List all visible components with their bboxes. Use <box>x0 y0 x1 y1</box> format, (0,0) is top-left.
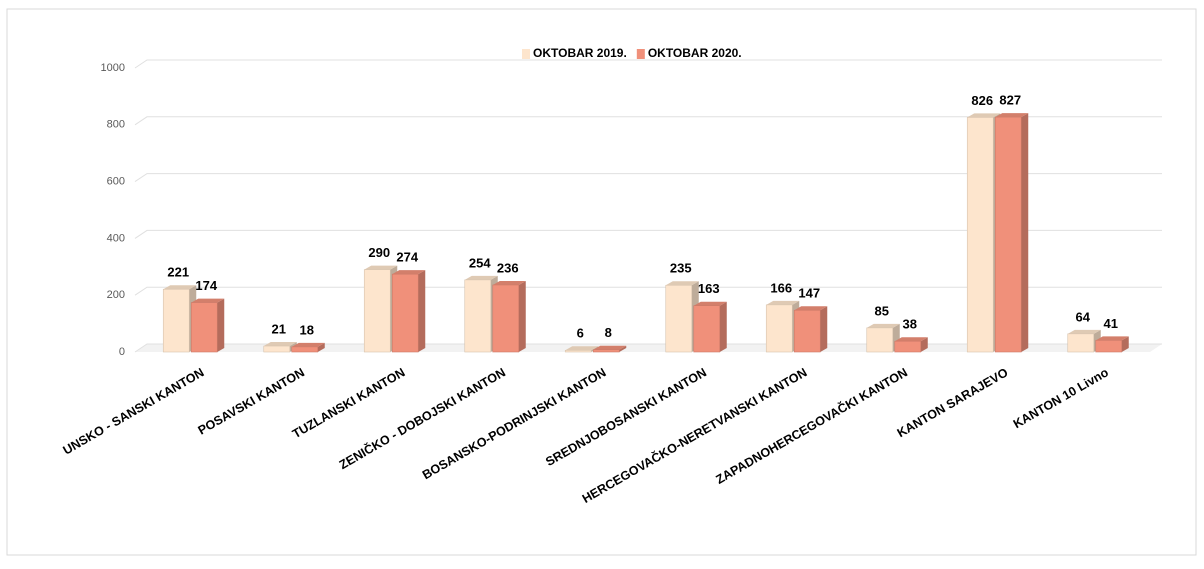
bar-front <box>894 340 922 353</box>
legend-label: OKTOBAR 2019. <box>533 46 627 60</box>
y-tick-label: 1000 <box>101 62 125 74</box>
y-tick-label: 0 <box>119 346 125 358</box>
bar-side <box>920 337 928 352</box>
bar-top <box>766 300 800 305</box>
bar-top <box>191 298 225 303</box>
bar <box>391 270 426 353</box>
bar-top <box>693 301 727 306</box>
bar-front <box>162 288 190 353</box>
bar-front <box>966 117 994 353</box>
bar-side <box>418 270 426 352</box>
bar <box>492 280 526 353</box>
grid-line <box>134 286 1162 296</box>
y-tick-label: 400 <box>107 232 125 244</box>
bar-top <box>291 342 325 347</box>
bar-front <box>464 279 492 353</box>
y-tick-label: 200 <box>107 289 125 301</box>
bar <box>894 337 928 353</box>
data-label: 85 <box>875 303 889 318</box>
data-label: 236 <box>497 260 519 275</box>
legend-swatch <box>522 49 530 59</box>
bar-side <box>820 306 828 352</box>
bar-top <box>263 342 297 347</box>
data-label: 18 <box>300 322 314 337</box>
bar-top <box>565 346 599 351</box>
bar-top <box>1095 336 1129 341</box>
bar-top <box>163 285 197 290</box>
bar-top <box>665 281 699 286</box>
legend-label: OKTOBAR 2020. <box>648 46 742 60</box>
bar-top <box>392 270 426 275</box>
bar-top <box>492 280 526 285</box>
bar-top <box>794 306 828 311</box>
data-label: 827 <box>999 93 1021 108</box>
grid-line <box>134 116 1162 126</box>
bar-side <box>518 280 526 352</box>
data-label: 163 <box>698 281 720 296</box>
bar-top <box>464 275 498 280</box>
bar-front <box>1095 340 1123 353</box>
legend-swatch <box>636 49 645 59</box>
bar-top <box>1067 329 1101 334</box>
data-label: 290 <box>368 245 390 260</box>
data-label: 38 <box>903 317 917 332</box>
bar-front <box>291 346 319 353</box>
bar-front <box>793 309 821 353</box>
data-label: 235 <box>670 261 692 276</box>
bar-front <box>263 345 291 353</box>
bar-front <box>391 273 419 353</box>
bar-side <box>619 345 627 352</box>
bar-front <box>492 284 520 353</box>
bar-front <box>564 349 592 353</box>
legend: OKTOBAR 2019. OKTOBAR 2020. <box>522 46 742 60</box>
data-label: 826 <box>971 93 993 108</box>
bar <box>190 298 225 353</box>
grid-line <box>134 229 1162 239</box>
y-tick-label: 800 <box>107 119 125 131</box>
grid-line <box>134 173 1162 183</box>
bar-top <box>967 113 1001 118</box>
y-tick-label: 600 <box>107 176 125 188</box>
bar-side <box>719 301 727 352</box>
bar-front <box>592 349 620 353</box>
bar <box>693 301 727 353</box>
bar-front <box>1067 333 1095 353</box>
data-label: 221 <box>167 265 189 280</box>
bar-front <box>994 116 1022 353</box>
bar <box>866 323 900 353</box>
bar-front <box>363 269 391 353</box>
bar-side <box>1021 113 1029 352</box>
bar <box>793 306 828 353</box>
data-label: 147 <box>798 286 820 301</box>
bar-top <box>995 113 1029 118</box>
bar-side <box>217 298 225 352</box>
bar-front <box>665 284 693 353</box>
bar-front <box>765 304 793 353</box>
bar-side <box>317 342 325 352</box>
bar-top <box>866 323 900 328</box>
bar-side <box>1121 336 1129 352</box>
bar-front <box>190 302 218 353</box>
bar-top <box>894 337 928 342</box>
data-label: 21 <box>272 321 286 336</box>
data-label: 6 <box>577 326 584 341</box>
grid-line <box>134 59 1162 69</box>
bar-front <box>866 327 894 353</box>
data-label: 174 <box>195 278 217 293</box>
bar <box>1095 336 1129 353</box>
data-label: 166 <box>770 280 792 295</box>
bar <box>592 345 627 353</box>
bar <box>994 113 1029 353</box>
bar-top <box>364 265 398 270</box>
data-label: 64 <box>1076 309 1091 324</box>
data-label: 254 <box>469 255 491 270</box>
bar <box>291 342 325 353</box>
data-label: 41 <box>1104 316 1118 331</box>
data-label: 8 <box>605 325 612 340</box>
data-label: 274 <box>396 250 418 265</box>
bar-front <box>693 305 721 353</box>
bar <box>1067 329 1101 353</box>
bar-top <box>593 345 627 350</box>
